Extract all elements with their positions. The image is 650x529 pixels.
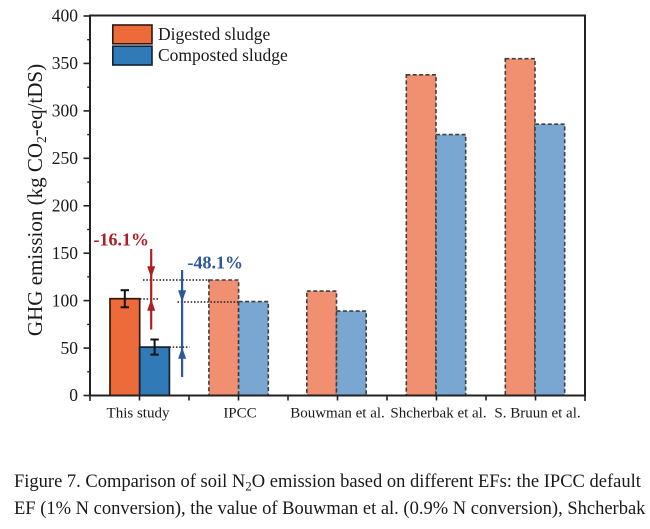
svg-text:Bouwman et al.: Bouwman et al. bbox=[290, 406, 385, 422]
svg-text:S. Bruun et al.: S. Bruun et al. bbox=[494, 406, 580, 422]
svg-text:EF (1% N conversion), the valu: EF (1% N conversion), the value of Bouwm… bbox=[14, 499, 646, 519]
svg-text:0: 0 bbox=[69, 385, 78, 405]
svg-text:-16.1%: -16.1% bbox=[94, 230, 150, 250]
svg-text:-48.1%: -48.1% bbox=[188, 253, 244, 273]
svg-text:400: 400 bbox=[52, 6, 79, 26]
svg-text:Composted sludge: Composted sludge bbox=[158, 45, 288, 65]
svg-text:IPCC: IPCC bbox=[223, 406, 256, 422]
svg-text:Digested sludge: Digested sludge bbox=[158, 24, 271, 44]
svg-text:250: 250 bbox=[52, 148, 79, 168]
svg-text:This study: This study bbox=[107, 406, 170, 422]
svg-text:150: 150 bbox=[52, 243, 79, 263]
svg-text:100: 100 bbox=[52, 290, 79, 310]
svg-text:Figure 7. Comparison of soil N: Figure 7. Comparison of soil N2O emissio… bbox=[14, 472, 642, 494]
svg-text:300: 300 bbox=[52, 101, 79, 121]
svg-text:Shcherbak et al.: Shcherbak et al. bbox=[390, 406, 486, 422]
svg-text:50: 50 bbox=[61, 338, 79, 358]
svg-text:GHG emission (kg CO2-eq/tDS): GHG emission (kg CO2-eq/tDS) bbox=[23, 64, 49, 336]
svg-text:350: 350 bbox=[52, 53, 79, 73]
svg-text:200: 200 bbox=[52, 196, 79, 216]
